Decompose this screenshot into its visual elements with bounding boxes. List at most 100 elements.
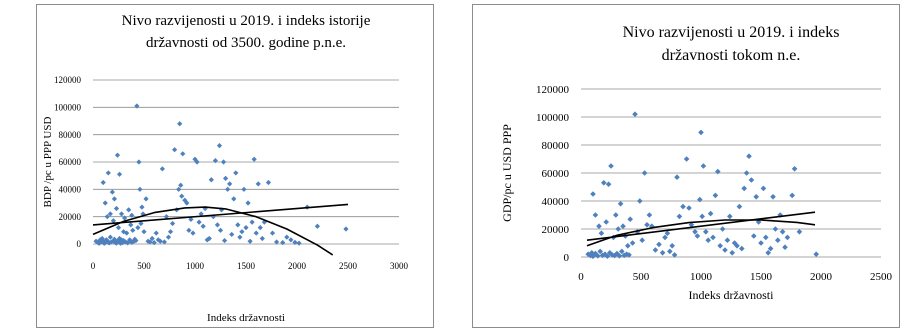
data-point	[253, 230, 259, 236]
data-point	[134, 103, 140, 109]
data-point	[609, 252, 615, 258]
data-point	[249, 219, 255, 225]
x-tick-label: 0	[578, 271, 584, 283]
data-point	[656, 241, 662, 248]
data-point	[707, 210, 714, 217]
data-point	[598, 230, 605, 236]
x-tick-label: 0	[91, 261, 96, 271]
data-point	[595, 253, 601, 259]
data-point	[775, 237, 781, 243]
x-tick-label: 3000	[390, 261, 409, 271]
data-point	[620, 223, 626, 229]
data-point	[104, 214, 110, 220]
data-point	[243, 225, 249, 231]
data-point	[130, 227, 136, 233]
data-point	[143, 196, 149, 202]
data-point	[314, 223, 320, 229]
data-point	[644, 222, 650, 228]
data-point	[664, 230, 671, 236]
data-point	[710, 234, 716, 241]
data-points	[93, 103, 349, 246]
chart-panel-right: Nivo razvijenosti u 2019. i indeks državn…	[472, 4, 900, 328]
data-point	[216, 143, 223, 149]
data-point	[157, 238, 163, 244]
data-point	[178, 182, 184, 188]
data-point	[597, 248, 603, 255]
data-point	[261, 219, 267, 225]
y-tick-label: 40000	[542, 196, 570, 208]
y-tick-label: 100000	[54, 102, 82, 112]
y-tick-label: 60000	[542, 168, 570, 180]
data-point	[699, 213, 705, 220]
data-point	[292, 239, 298, 245]
data-point	[220, 159, 227, 165]
data-point	[705, 237, 711, 243]
data-point	[765, 250, 771, 256]
data-point	[763, 234, 769, 241]
data-point	[784, 234, 791, 241]
data-point	[107, 211, 113, 217]
data-point	[214, 222, 221, 228]
data-point	[169, 220, 176, 227]
data-point	[163, 214, 170, 220]
data-point	[611, 252, 618, 259]
data-point	[188, 216, 194, 222]
data-point	[111, 196, 118, 202]
trendline-linear	[92, 203, 349, 226]
data-point	[149, 235, 155, 242]
trendline-polynomial	[92, 206, 334, 256]
data-point	[621, 252, 627, 259]
data-point	[608, 163, 614, 169]
data-point	[739, 245, 745, 252]
data-point	[194, 159, 200, 165]
data-point	[601, 180, 607, 186]
data-point	[107, 234, 113, 240]
data-point	[165, 234, 172, 240]
data-point	[343, 226, 349, 232]
data-point	[296, 240, 302, 246]
data-point	[743, 170, 750, 176]
data-point	[791, 166, 798, 172]
data-point	[135, 225, 141, 231]
data-point	[700, 163, 707, 169]
data-point	[719, 226, 726, 232]
data-point	[627, 216, 633, 222]
x-axis-title: Indeks državnosti	[689, 288, 775, 302]
data-point	[760, 185, 767, 192]
data-point	[669, 243, 675, 249]
data-point	[96, 240, 102, 246]
data-point	[698, 129, 704, 136]
data-point	[257, 225, 263, 231]
data-point	[176, 186, 182, 192]
y-tick-label: 80000	[59, 130, 82, 140]
data-point	[115, 225, 122, 231]
data-point	[200, 223, 206, 229]
data-point	[126, 207, 132, 213]
data-point	[623, 251, 630, 257]
data-point	[221, 237, 228, 244]
data-point	[603, 219, 609, 225]
data-point	[688, 222, 695, 228]
data-point	[632, 111, 638, 117]
data-point	[779, 229, 786, 235]
data-point	[251, 156, 257, 162]
data-point	[683, 156, 690, 162]
data-point	[767, 245, 774, 252]
y-tick-label: 120000	[536, 84, 570, 96]
data-point	[180, 151, 186, 157]
x-tick-label: 1000	[690, 271, 713, 283]
data-point	[208, 177, 214, 183]
data-point	[280, 240, 286, 246]
data-point	[259, 235, 265, 242]
data-point	[172, 147, 178, 153]
trendline-linear	[586, 211, 816, 241]
x-tick-label: 1000	[186, 261, 205, 271]
data-point	[129, 212, 135, 218]
data-point	[124, 230, 130, 236]
data-point	[100, 179, 106, 186]
data-point	[105, 170, 111, 176]
data-point	[637, 198, 643, 204]
data-point	[179, 193, 185, 199]
data-points	[585, 111, 819, 260]
data-point	[111, 236, 118, 242]
